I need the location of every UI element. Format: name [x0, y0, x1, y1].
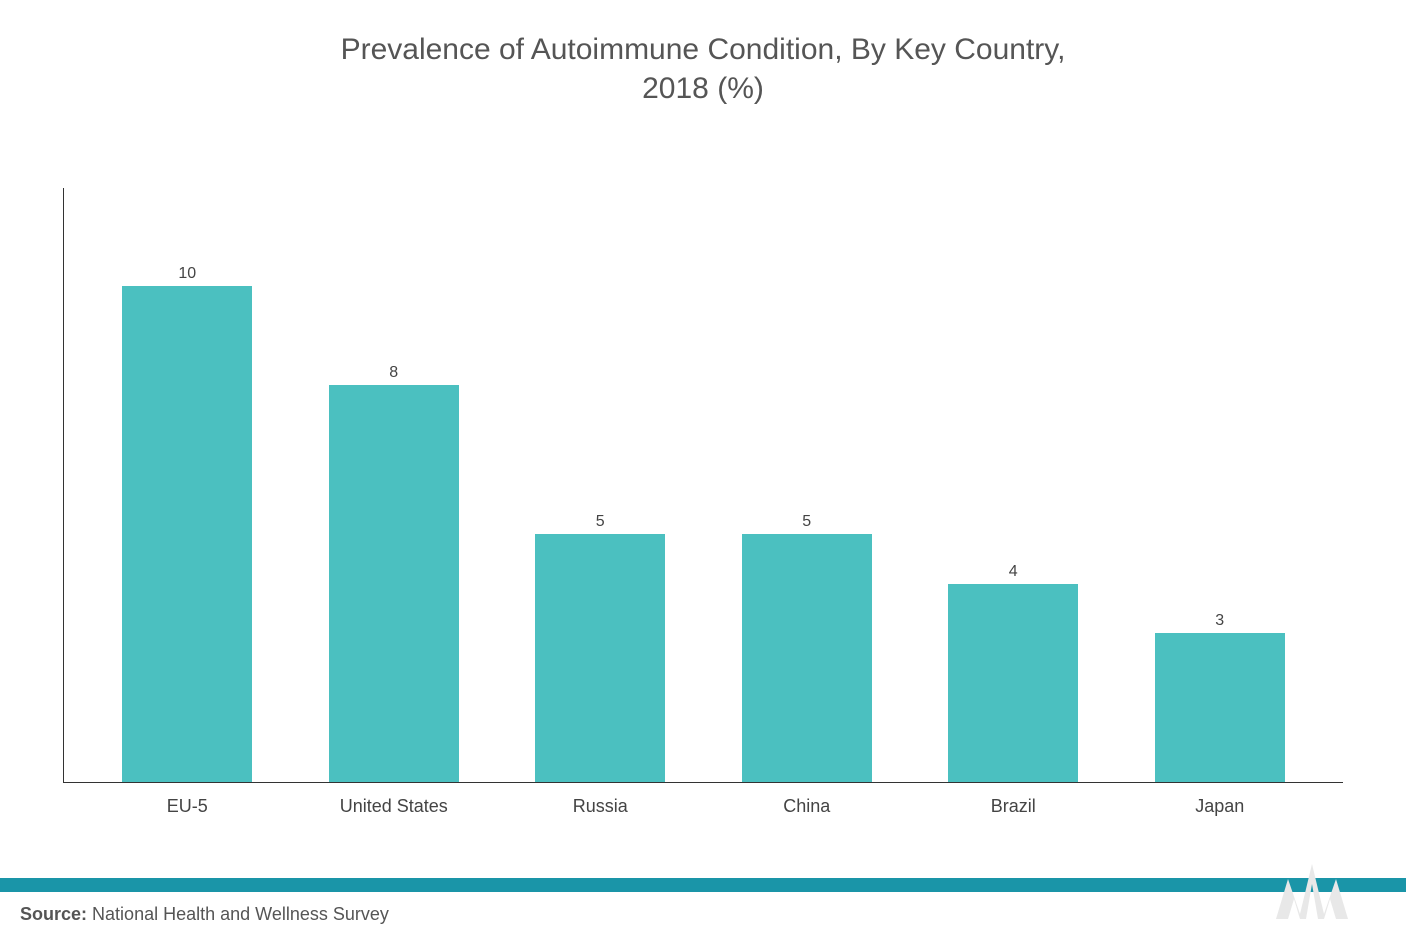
- bar-value-label: 4: [1009, 563, 1018, 581]
- brand-logo: [1276, 859, 1371, 919]
- chart-title-text: Prevalence of Autoimmune Condition, By K…: [50, 30, 1356, 108]
- plot-area: 1085543 EU-5United StatesRussiaChinaBraz…: [63, 188, 1343, 783]
- bar-value-label: 8: [389, 364, 398, 382]
- bar-group: 4: [923, 563, 1103, 782]
- bar: [122, 286, 252, 782]
- bar: [329, 385, 459, 782]
- x-axis-labels: EU-5 United States Russia China Brazil Japan: [64, 796, 1343, 817]
- x-axis-label: Brazil: [923, 796, 1103, 817]
- x-axis-label: Japan: [1130, 796, 1310, 817]
- footer-accent-bar: [0, 878, 1406, 892]
- bar-group: 8: [304, 364, 484, 782]
- x-axis-label: EU-5: [97, 796, 277, 817]
- bar-value-label: 3: [1215, 612, 1224, 630]
- bar: [948, 584, 1078, 782]
- title-line-2: 2018 (%): [642, 72, 764, 105]
- bar-group: 3: [1130, 612, 1310, 782]
- bars-container: 10 8 5 5 4 3: [64, 188, 1343, 782]
- bar: [535, 534, 665, 782]
- x-axis-label: Russia: [510, 796, 690, 817]
- x-axis-label: United States: [304, 796, 484, 817]
- title-line-1: Prevalence of Autoimmune Condition, By K…: [341, 33, 1066, 66]
- bar: [1155, 633, 1285, 782]
- x-axis-label: China: [717, 796, 897, 817]
- chart-title: Prevalence of Autoimmune Condition, By K…: [50, 30, 1356, 108]
- source-text: National Health and Wellness Survey: [92, 904, 389, 924]
- bar-value-label: 5: [596, 513, 605, 531]
- bar: [742, 534, 872, 782]
- source-label: Source:: [20, 904, 87, 924]
- bar-value-label: 10: [178, 265, 196, 283]
- chart-footer: Source: National Health and Wellness Sur…: [0, 878, 1406, 937]
- bar-group: 5: [717, 513, 897, 782]
- chart-container: Prevalence of Autoimmune Condition, By K…: [0, 0, 1406, 937]
- source-line: Source: National Health and Wellness Sur…: [0, 892, 1406, 937]
- bar-group: 10: [97, 265, 277, 782]
- bar-value-label: 5: [802, 513, 811, 531]
- bar-group: 5: [510, 513, 690, 782]
